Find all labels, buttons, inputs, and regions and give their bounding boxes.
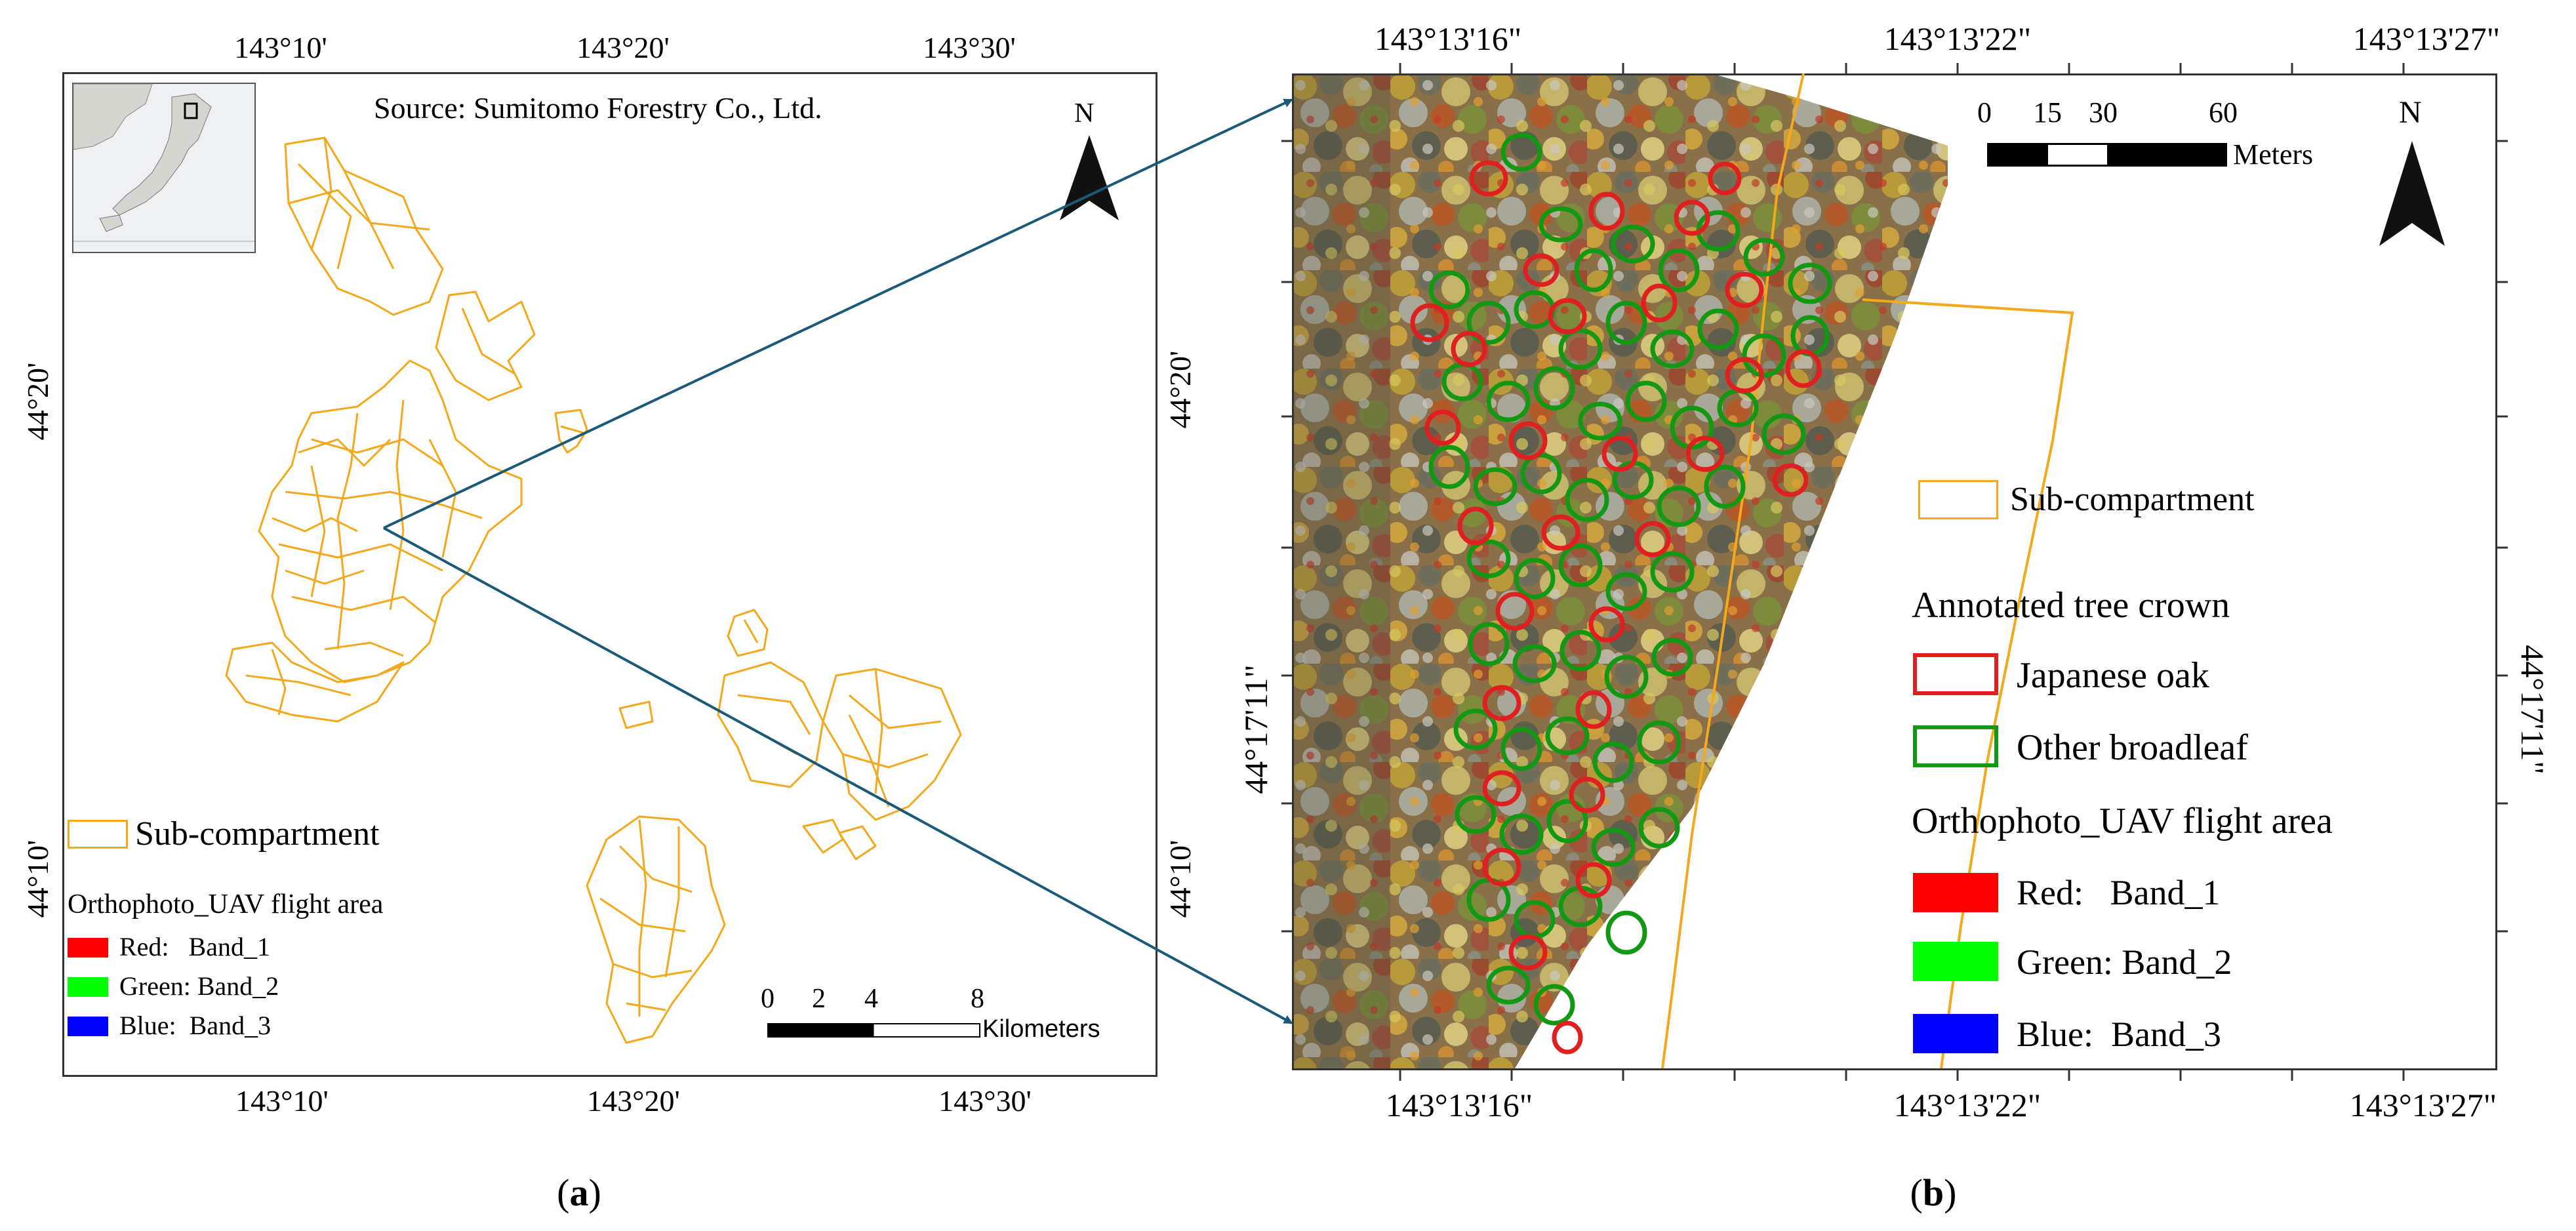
panel-a-caption: (a)	[557, 1171, 601, 1214]
panel-a-legend-blue-swatch	[68, 1017, 108, 1036]
panel-b-legend-oak-label: Japanese oak	[2017, 655, 2209, 696]
panel-b-top-lon-label: 143°13'27"	[2352, 20, 2501, 57]
panel-a-bottom-lon-label: 143°30'	[938, 1084, 1032, 1118]
panel-b-scale-unit: Meters	[2233, 138, 2314, 171]
panel-b-legend-red-swatch	[1913, 873, 1998, 912]
panel-a-source-text: Source: Sumitomo Forestry Co., Ltd.	[374, 91, 822, 125]
panel-b-legend-subcompartment-swatch	[1918, 480, 1998, 519]
panel-a-scale-unit: Kilometers	[982, 1015, 1100, 1043]
panel-a-legend-green-label: Green: Band_2	[119, 971, 279, 1001]
panel-a-scale-tick-4: 4	[864, 984, 878, 1014]
panel-b-legend-green-label: Green: Band_2	[2017, 942, 2232, 982]
panel-b-legend-subcompartment-label: Sub-compartment	[2010, 481, 2255, 518]
panel-a-legend-subcompartment-label: Sub-compartment	[135, 815, 380, 853]
panel-b-legend-blue-label: Blue: Band_3	[2017, 1015, 2221, 1054]
panel-b-bottom-lon-label: 143°13'27"	[2349, 1087, 2497, 1123]
panel-b-right-lat-label: 44°17'11"	[2514, 645, 2551, 775]
panel-b-legend-broadleaf-label: Other broadleaf	[2017, 727, 2248, 768]
panel-a-legend-red-swatch	[68, 938, 108, 958]
panel-b-legend-oak-swatch	[1913, 653, 1998, 695]
japan-inset-map	[72, 83, 256, 253]
panel-a-legend-blue-label: Blue: Band_3	[119, 1011, 272, 1040]
panel-b-scale-tick-0: 0	[1977, 96, 1992, 129]
panel-b-north-label: N	[2399, 95, 2422, 130]
panel-a-scale-tick-8: 8	[971, 984, 984, 1014]
panel-b-scale-bar	[1987, 143, 2227, 167]
panel-b-legend-green-swatch	[1913, 942, 1998, 981]
panel-a-top-lon-label: 143°20'	[576, 31, 670, 64]
panel-a-scale-tick-2: 2	[812, 984, 826, 1014]
panel-b-map-frame	[1292, 73, 2497, 1070]
panel-a-legend-ortho-title: Orthophoto_UAV flight area	[68, 889, 384, 919]
panel-a-legend-green-swatch	[68, 977, 108, 997]
panel-a-map-frame	[62, 72, 1157, 1077]
panel-a-bottom-lon-label: 143°20'	[587, 1084, 680, 1118]
panel-a-north-label: N	[1074, 98, 1095, 129]
panel-b-left-lat-label: 44°17'11"	[1238, 664, 1274, 794]
panel-a-scale-bar	[767, 1023, 980, 1038]
panel-b-legend-ortho-title: Orthophoto_UAV flight area	[1912, 801, 2333, 841]
panel-b-scale-tick-15: 15	[2033, 96, 2062, 129]
panel-b-legend-broadleaf-swatch	[1913, 725, 1998, 767]
uav-orthophoto-image	[1294, 73, 2074, 1069]
panel-a-legend-red-label: Red: Band_1	[119, 932, 270, 961]
panel-b-legend-blue-swatch	[1913, 1014, 1998, 1053]
panel-b-top-lon-label: 143°13'22"	[1883, 20, 2032, 57]
panel-b-scale-tick-60: 60	[2209, 96, 2238, 129]
panel-a-top-lon-label: 143°10'	[234, 31, 327, 64]
panel-b-north-arrow-icon	[2379, 141, 2445, 246]
panel-b-legend-crown-title: Annotated tree crown	[1912, 585, 2230, 626]
panel-b-scale-tick-30: 30	[2089, 96, 2118, 129]
panel-a-legend-subcompartment-swatch	[68, 820, 128, 849]
panel-b-legend-red-label: Red: Band_1	[2017, 873, 2221, 912]
panel-b-caption: (b)	[1910, 1171, 1957, 1214]
panel-b-bottom-lon-label: 143°13'22"	[1893, 1087, 2042, 1123]
panel-b-top-lon-label: 143°13'16"	[1374, 20, 1522, 57]
panel-a-bottom-lon-label: 143°10'	[235, 1084, 329, 1118]
panel-a-scale-tick-0: 0	[761, 984, 775, 1014]
panel-a-top-lon-label: 143°30'	[923, 31, 1016, 64]
panel-b-bottom-lon-label: 143°13'16"	[1385, 1087, 1533, 1123]
